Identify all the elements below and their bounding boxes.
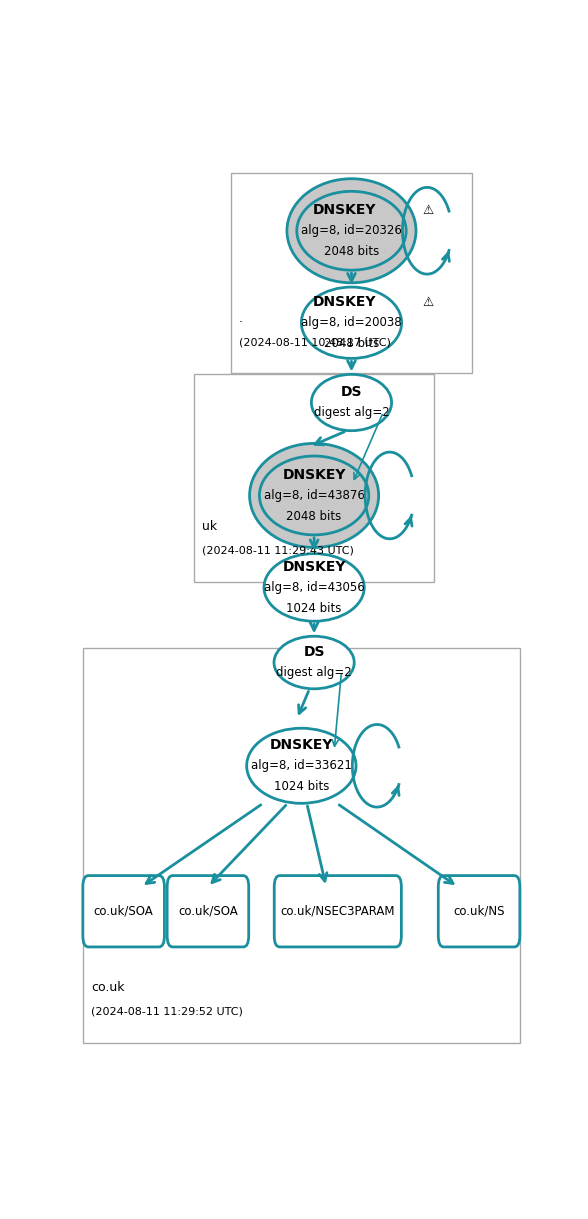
Ellipse shape xyxy=(287,179,416,283)
Ellipse shape xyxy=(302,286,402,358)
Text: DS: DS xyxy=(340,385,362,399)
Text: DNSKEY: DNSKEY xyxy=(282,560,346,574)
Ellipse shape xyxy=(312,374,392,430)
Text: alg=8, id=20326: alg=8, id=20326 xyxy=(301,224,402,238)
Text: DNSKEY: DNSKEY xyxy=(313,204,376,217)
Text: (2024-08-11 11:29:43 UTC): (2024-08-11 11:29:43 UTC) xyxy=(202,546,355,556)
Ellipse shape xyxy=(259,456,369,535)
FancyBboxPatch shape xyxy=(274,875,402,947)
FancyBboxPatch shape xyxy=(438,875,520,947)
Text: DNSKEY: DNSKEY xyxy=(313,295,376,310)
Text: digest alg=2: digest alg=2 xyxy=(276,667,352,679)
Text: DS: DS xyxy=(303,645,325,659)
Text: co.uk/NS: co.uk/NS xyxy=(453,904,505,918)
Text: co.uk: co.uk xyxy=(91,981,124,993)
Text: co.uk/SOA: co.uk/SOA xyxy=(93,904,153,918)
Text: uk: uk xyxy=(202,521,218,533)
Ellipse shape xyxy=(274,636,354,689)
Text: 1024 bits: 1024 bits xyxy=(286,602,342,614)
Text: 2048 bits: 2048 bits xyxy=(324,336,379,350)
Ellipse shape xyxy=(297,191,406,271)
Text: digest alg=2: digest alg=2 xyxy=(313,406,389,419)
Text: 1024 bits: 1024 bits xyxy=(273,780,329,792)
FancyBboxPatch shape xyxy=(167,875,249,947)
Text: alg=8, id=43876: alg=8, id=43876 xyxy=(263,489,365,502)
FancyBboxPatch shape xyxy=(83,875,165,947)
Text: 2048 bits: 2048 bits xyxy=(286,510,342,523)
Text: (2024-08-11 10:48:17 UTC): (2024-08-11 10:48:17 UTC) xyxy=(239,338,391,347)
Text: DNSKEY: DNSKEY xyxy=(282,468,346,482)
Ellipse shape xyxy=(247,728,356,803)
Text: alg=8, id=33621: alg=8, id=33621 xyxy=(251,759,352,773)
Ellipse shape xyxy=(264,553,364,622)
Ellipse shape xyxy=(249,444,379,547)
Text: 2048 bits: 2048 bits xyxy=(324,245,379,258)
Text: co.uk/NSEC3PARAM: co.uk/NSEC3PARAM xyxy=(280,904,395,918)
FancyBboxPatch shape xyxy=(82,649,520,1042)
Text: DNSKEY: DNSKEY xyxy=(270,739,333,752)
Text: .: . xyxy=(239,312,243,324)
Text: alg=8, id=20038: alg=8, id=20038 xyxy=(301,316,402,329)
Text: co.uk/SOA: co.uk/SOA xyxy=(178,904,238,918)
Text: ⚠️: ⚠️ xyxy=(423,204,435,217)
FancyBboxPatch shape xyxy=(194,374,433,581)
Text: (2024-08-11 11:29:52 UTC): (2024-08-11 11:29:52 UTC) xyxy=(91,1007,243,1017)
Text: alg=8, id=43056: alg=8, id=43056 xyxy=(264,581,365,594)
Text: ⚠️: ⚠️ xyxy=(423,295,435,308)
FancyBboxPatch shape xyxy=(230,173,472,373)
